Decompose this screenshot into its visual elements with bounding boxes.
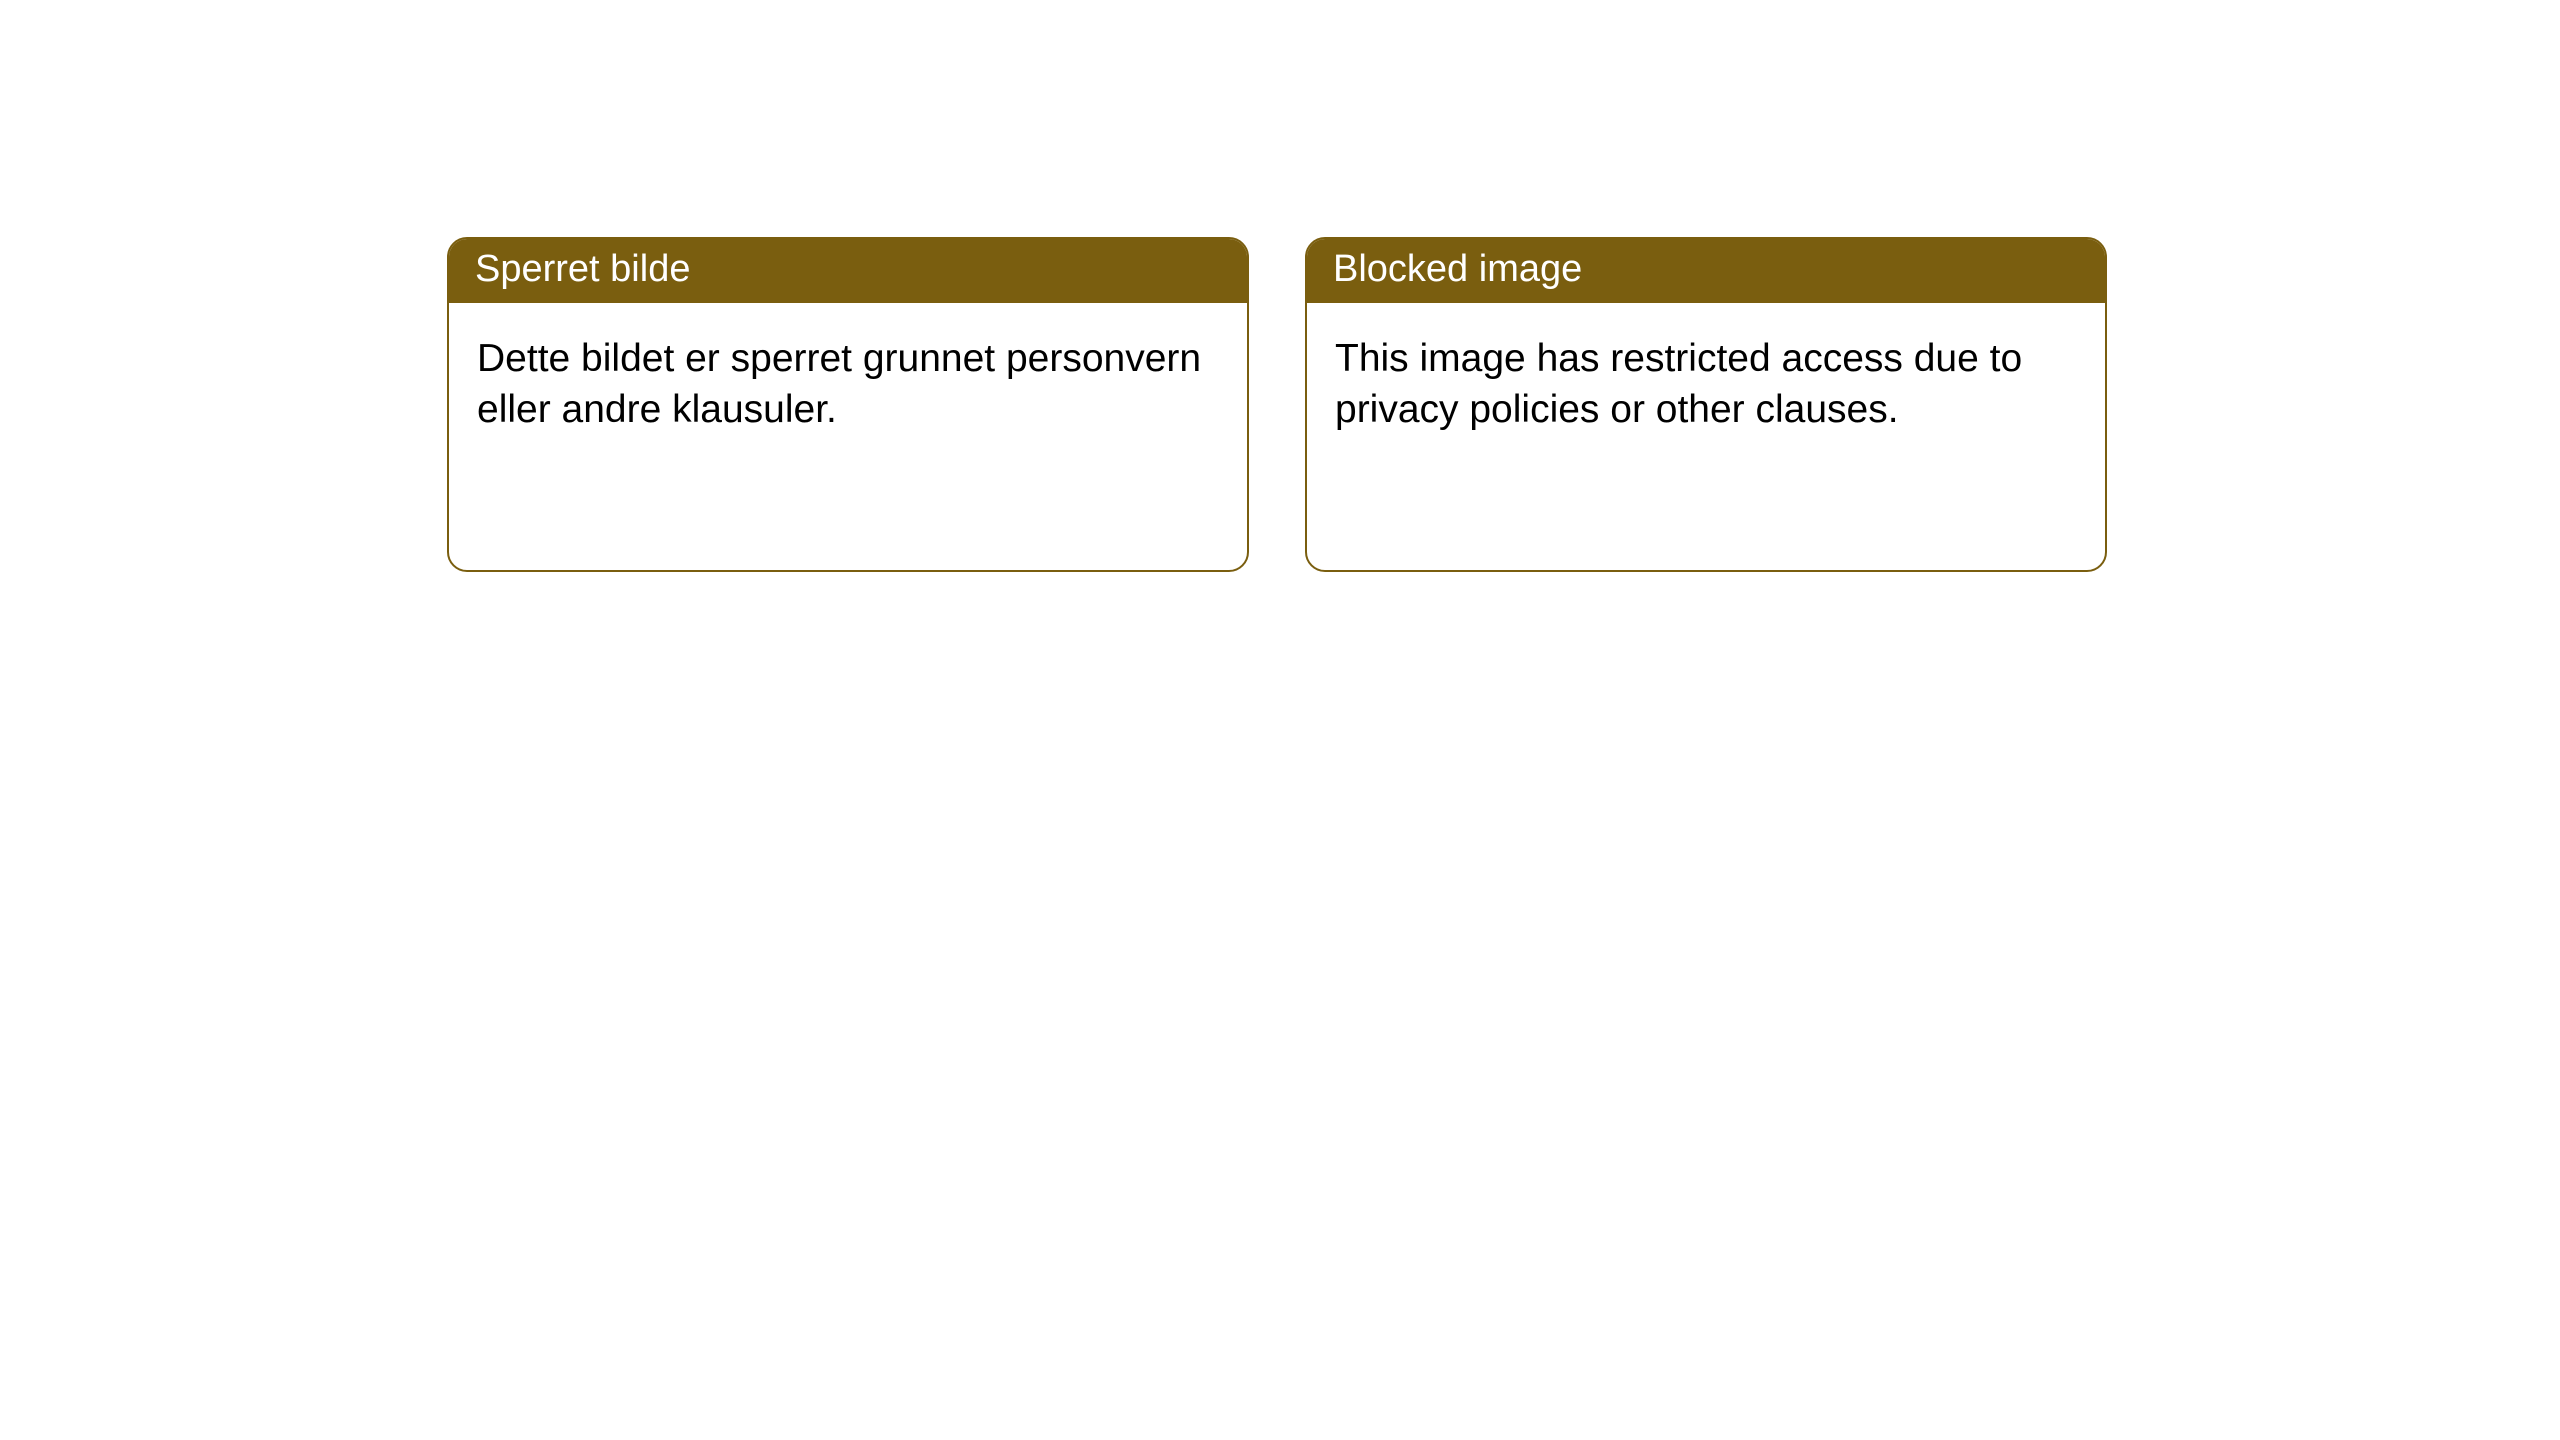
card-header: Sperret bilde xyxy=(449,239,1247,303)
card-header: Blocked image xyxy=(1307,239,2105,303)
notice-card-norwegian: Sperret bilde Dette bildet er sperret gr… xyxy=(447,237,1249,572)
notice-card-english: Blocked image This image has restricted … xyxy=(1305,237,2107,572)
card-body: Dette bildet er sperret grunnet personve… xyxy=(449,303,1247,466)
card-body: This image has restricted access due to … xyxy=(1307,303,2105,466)
notice-container: Sperret bilde Dette bildet er sperret gr… xyxy=(0,0,2560,572)
